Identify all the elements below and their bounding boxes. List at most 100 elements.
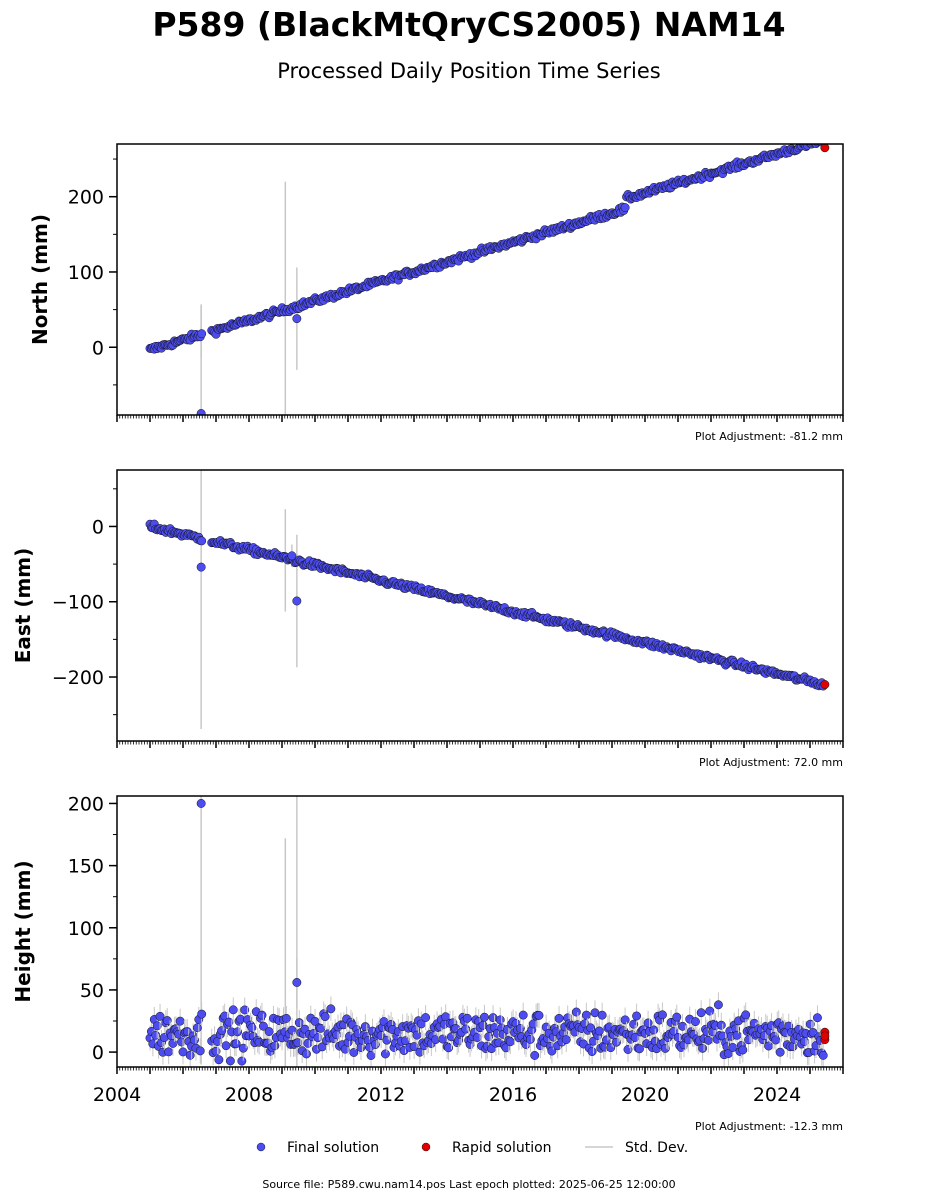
x-tick-label: 2012	[357, 1084, 405, 1106]
final-solution-point	[612, 1037, 621, 1047]
y-tick-label: 100	[68, 262, 104, 284]
final-solution-point	[660, 1043, 670, 1053]
final-solution-point	[225, 1056, 235, 1066]
final-solution-point	[151, 1030, 161, 1040]
final-solution-point	[672, 1012, 682, 1022]
final-solution-point	[195, 1046, 205, 1056]
plot-adjustment-height: Plot Adjustment: -12.3 mm	[695, 1120, 843, 1133]
final-solution-point	[732, 1030, 742, 1040]
x-tick-label: 2020	[621, 1084, 669, 1106]
final-solution-point	[741, 1010, 751, 1020]
footer-source: Source file: P589.cwu.nam14.pos Last epo…	[262, 1178, 675, 1191]
final-solution-point	[178, 1047, 188, 1057]
final-solution-point	[775, 1047, 785, 1057]
final-solution-point	[382, 1035, 392, 1045]
outlier-point	[196, 409, 206, 415]
final-solution-point	[197, 536, 207, 546]
final-solution-point	[819, 135, 827, 143]
panel-north: 0 100 200 North (mm) Plot Adjustment: -81.2 …	[28, 135, 844, 443]
rapid-solution-point	[820, 144, 830, 153]
final-solution-point	[518, 1010, 528, 1020]
final-solution-point	[380, 1049, 390, 1059]
y-tick-label: −200	[52, 667, 104, 689]
final-solution-point	[547, 1046, 557, 1056]
panel-frame-north	[116, 143, 844, 416]
final-solution-point	[649, 1025, 659, 1035]
final-solution-point	[620, 203, 630, 213]
final-solution-point	[233, 1027, 243, 1037]
final-solution-point	[360, 1022, 370, 1032]
final-solution-point	[818, 144, 820, 145]
final-solution-point	[587, 1047, 597, 1057]
final-solution-point	[270, 1041, 280, 1051]
legend-final-label: Final solution	[287, 1140, 379, 1156]
legend-final-marker	[256, 1142, 266, 1152]
final-solution-point	[370, 1040, 380, 1049]
legend: Final solution Rapid solution Std. Dev.	[256, 1140, 688, 1156]
final-solution-point	[152, 1021, 162, 1031]
final-solution-point	[623, 1045, 633, 1054]
final-solution-point	[444, 1043, 454, 1053]
final-solution-point	[813, 1013, 822, 1023]
panel-east: 0 −100 −200 East (mm) Plot Adjustment: 72.0 …	[11, 469, 844, 769]
panel-height: 0 50 100 150 200 Height (mm) 2004 2008 2012 2016 2…	[11, 793, 844, 1133]
final-solution-point	[632, 1011, 642, 1021]
final-solution-point	[819, 144, 824, 145]
final-solution-point	[620, 1015, 630, 1025]
final-solution-point	[461, 1024, 471, 1034]
final-solution-point	[247, 1023, 257, 1033]
final-solution-point	[657, 1010, 667, 1020]
final-solution-point	[764, 1041, 774, 1051]
rapid-solution-point	[820, 680, 830, 689]
final-solution-point	[287, 1025, 297, 1035]
final-solution-point	[421, 1013, 431, 1022]
y-tick-label: 200	[68, 793, 104, 815]
final-solution-point	[228, 1005, 238, 1015]
y-tick-label: 200	[68, 187, 104, 209]
final-solution-point	[320, 1012, 330, 1022]
final-solution-point	[586, 1023, 596, 1033]
final-solution-point	[211, 1046, 221, 1056]
final-solution-point	[258, 1021, 268, 1031]
final-solution-point	[221, 1041, 231, 1051]
final-solution-point	[696, 1008, 706, 1018]
final-solution-point	[197, 1009, 207, 1019]
final-solution-point	[326, 1004, 336, 1014]
final-solution-point	[155, 1011, 165, 1021]
plot-adjustment-north: Plot Adjustment: -81.2 mm	[695, 430, 843, 443]
final-solution-point	[409, 1042, 419, 1051]
final-solution-point	[197, 329, 207, 339]
final-solution-point	[643, 1018, 653, 1028]
final-solution-point	[462, 1013, 472, 1023]
chart-subtitle: Processed Daily Position Time Series	[277, 59, 661, 83]
plot-area-east	[145, 470, 830, 729]
final-solution-point	[713, 1000, 723, 1010]
x-tick-label: 2016	[489, 1084, 537, 1106]
final-solution-point	[294, 1018, 304, 1028]
x-tick-label: 2024	[753, 1084, 801, 1106]
final-solution-point	[479, 1012, 489, 1022]
final-solution-point	[257, 1010, 267, 1020]
final-solution-point	[771, 1035, 781, 1045]
final-solution-point	[525, 1034, 535, 1044]
final-solution-point	[594, 1026, 604, 1036]
outlier-point	[196, 799, 206, 808]
final-solution-point	[530, 1051, 540, 1060]
final-solution-point	[214, 1055, 224, 1065]
final-solution-point	[438, 1034, 448, 1044]
final-solution-point	[534, 1010, 544, 1020]
final-solution-point	[606, 1043, 616, 1053]
final-solution-point	[561, 1035, 571, 1045]
final-solution-point	[192, 1023, 202, 1033]
y-tick-label: 100	[68, 918, 104, 940]
final-solution-point	[716, 1020, 726, 1030]
y-axis-label-height: Height (mm)	[11, 860, 35, 1002]
plot-area-north	[145, 135, 830, 415]
x-tick-label: 2004	[93, 1084, 141, 1106]
final-solution-point	[217, 1026, 227, 1036]
final-solution-point	[349, 1048, 359, 1057]
legend-rapid-label: Rapid solution	[452, 1140, 552, 1156]
final-solution-point	[231, 1039, 241, 1049]
y-tick-label: 0	[92, 337, 104, 359]
